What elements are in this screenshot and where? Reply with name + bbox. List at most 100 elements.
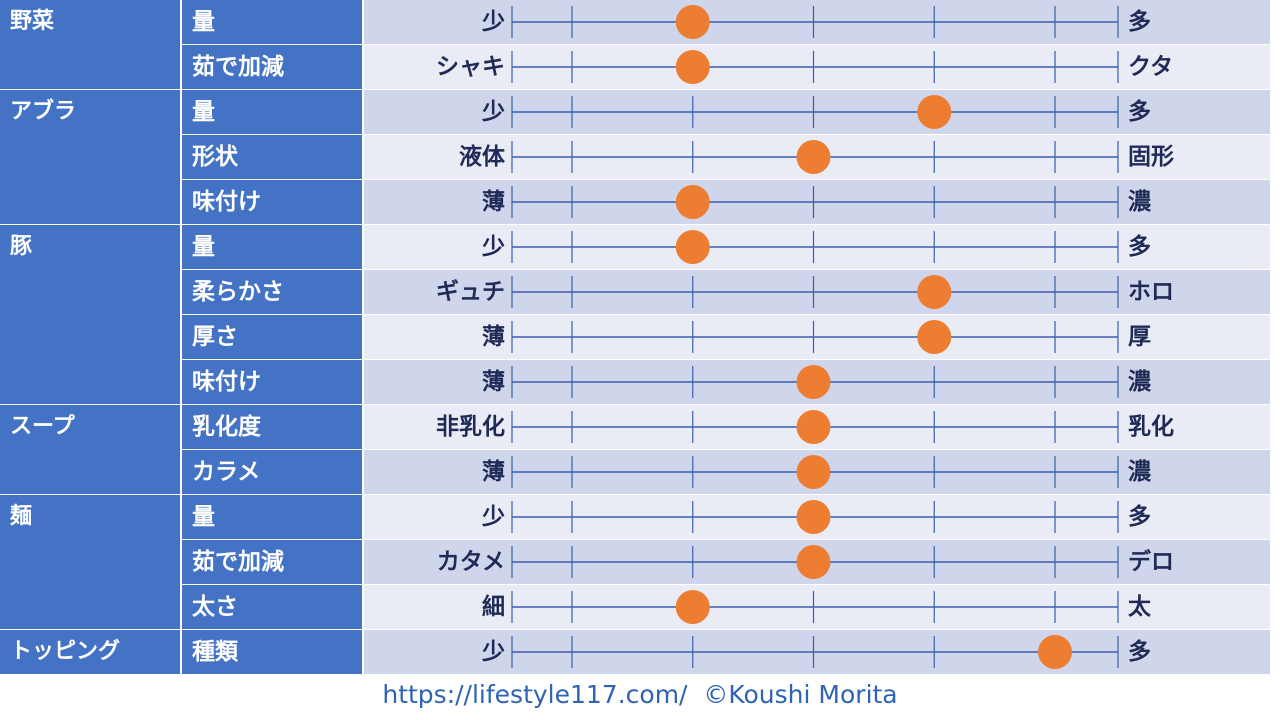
attribute-label: 種類 <box>182 630 362 674</box>
rating-scale: 少多 <box>364 90 1270 134</box>
category-rows: 量少多茹で加減 カタメ デロ 太さ細太 <box>182 495 1270 630</box>
table-row: カラメ薄濃 <box>182 450 1270 495</box>
table-row: 味付け薄濃 <box>182 180 1270 225</box>
scale-low-label: 少 <box>482 504 505 530</box>
attribute-label: 量 <box>182 225 362 269</box>
rating-dot <box>917 95 952 129</box>
scale-graphic <box>511 590 1119 624</box>
rating-scale: 薄厚 <box>364 315 1270 359</box>
rating-scale: 薄濃 <box>364 450 1270 494</box>
scale-graphic <box>511 410 1119 444</box>
rating-dot <box>917 275 952 309</box>
scale-graphic <box>511 185 1119 219</box>
rating-dot <box>796 455 831 489</box>
rating-dot <box>1038 635 1072 669</box>
attribute-label: 厚さ <box>182 315 362 359</box>
attribute-label: 柔らかさ <box>182 270 362 314</box>
scale-low-label: ギュチ <box>436 279 505 305</box>
scale-high-label: 厚 <box>1128 324 1151 350</box>
rating-scale: 少多 <box>364 225 1270 269</box>
scale-high-label: 濃 <box>1128 369 1151 395</box>
rating-scale: 少多 <box>364 495 1270 539</box>
scale-high-label: 固形 <box>1128 144 1174 170</box>
scale-high-label: ホロ <box>1128 279 1174 305</box>
category-group: 麺量少多茹で加減 カタメ デロ 太さ細太 <box>0 495 1270 630</box>
attribute-label: 乳化度 <box>182 405 362 449</box>
rating-scale: シャキ クタ <box>364 45 1270 89</box>
rating-scale: 少多 <box>364 630 1270 674</box>
category-group: 野菜量少多茹で加減 シャキ クタ <box>0 0 1270 90</box>
scale-graphic <box>511 320 1119 354</box>
scale-high-label: 多 <box>1128 639 1151 665</box>
rating-table: 野菜量少多茹で加減 シャキ クタ アブラ量少多形状 液体 固形 味付け薄濃豚量少多柔らかさギ… <box>0 0 1270 675</box>
rating-scale: 液体 固形 <box>364 135 1270 179</box>
attribute-label: 茹で加減 <box>182 540 362 584</box>
attribute-label: 味付け <box>182 180 362 224</box>
table-row: 量少多 <box>182 90 1270 135</box>
category-cell: トッピング <box>0 630 180 675</box>
rating-dot <box>796 365 831 399</box>
table-row: 乳化度 非乳化 乳化 <box>182 405 1270 450</box>
category-rows: 量少多形状 液体 固形 味付け薄濃 <box>182 90 1270 225</box>
scale-low-label: 液体 <box>459 144 505 170</box>
scale-graphic <box>511 500 1119 534</box>
scale-graphic <box>511 50 1119 84</box>
scale-graphic <box>511 95 1119 129</box>
category-rows: 量少多茹で加減 シャキ クタ <box>182 0 1270 90</box>
scale-high-label: 多 <box>1128 9 1151 35</box>
rating-scale: 細太 <box>364 585 1270 629</box>
table-row: 茹で加減 カタメ デロ <box>182 540 1270 585</box>
table-row: 太さ細太 <box>182 585 1270 630</box>
scale-graphic <box>511 140 1119 174</box>
category-rows: 種類少多 <box>182 630 1270 675</box>
scale-low-label: 薄 <box>482 459 505 485</box>
category-label: 野菜 <box>10 9 55 34</box>
footer-credit: https://lifestyle117.com/ ©Koushi Morita <box>382 680 898 709</box>
rating-dot <box>796 410 831 444</box>
scale-graphic <box>511 635 1119 669</box>
category-rows: 量少多柔らかさ ギュチ ホロ 厚さ薄厚味付け薄濃 <box>182 225 1270 405</box>
rating-dot <box>675 5 710 39</box>
scale-low-label: 少 <box>482 234 505 260</box>
attribute-label: 茹で加減 <box>182 45 362 89</box>
rating-dot <box>675 185 710 219</box>
table-row: 茹で加減 シャキ クタ <box>182 45 1270 90</box>
category-label: 麺 <box>10 504 33 529</box>
scale-high-label: 乳化 <box>1128 414 1174 440</box>
scale-low-label: カタメ <box>436 549 505 575</box>
scale-high-label: 多 <box>1128 504 1151 530</box>
category-group: スープ 乳化度 非乳化 乳化カラメ薄濃 <box>0 405 1270 495</box>
scale-graphic <box>511 5 1119 39</box>
rating-dot <box>917 320 952 354</box>
scale-low-label: 少 <box>482 9 505 35</box>
category-rows: 乳化度 非乳化 乳化カラメ薄濃 <box>182 405 1270 495</box>
category-cell: スープ <box>0 405 180 495</box>
scale-low-label: 薄 <box>482 324 505 350</box>
attribute-label: 量 <box>182 90 362 134</box>
category-label: スープ <box>10 414 75 439</box>
scale-graphic <box>511 455 1119 489</box>
scale-high-label: 太 <box>1128 594 1151 620</box>
rating-scale: 少多 <box>364 0 1270 44</box>
table-row: 形状 液体 固形 <box>182 135 1270 180</box>
scale-low-label: 少 <box>482 639 505 665</box>
table-row: 量少多 <box>182 495 1270 540</box>
attribute-label: 量 <box>182 0 362 44</box>
rating-dot <box>796 545 831 579</box>
scale-low-label: 非乳化 <box>436 414 505 440</box>
table-row: 味付け薄濃 <box>182 360 1270 405</box>
rating-scale: 薄濃 <box>364 180 1270 224</box>
category-label: 豚 <box>10 234 33 259</box>
rating-dot <box>796 500 831 534</box>
category-cell: 野菜 <box>0 0 180 90</box>
table-row: 量少多 <box>182 0 1270 45</box>
rating-scale: 非乳化 乳化 <box>364 405 1270 449</box>
scale-high-label: 多 <box>1128 234 1151 260</box>
rating-dot <box>675 50 710 84</box>
rating-dot <box>675 590 710 624</box>
attribute-label: 味付け <box>182 360 362 404</box>
table-row: 柔らかさ ギュチ ホロ <box>182 270 1270 315</box>
scale-low-label: 少 <box>482 99 505 125</box>
scale-high-label: クタ <box>1128 54 1174 80</box>
